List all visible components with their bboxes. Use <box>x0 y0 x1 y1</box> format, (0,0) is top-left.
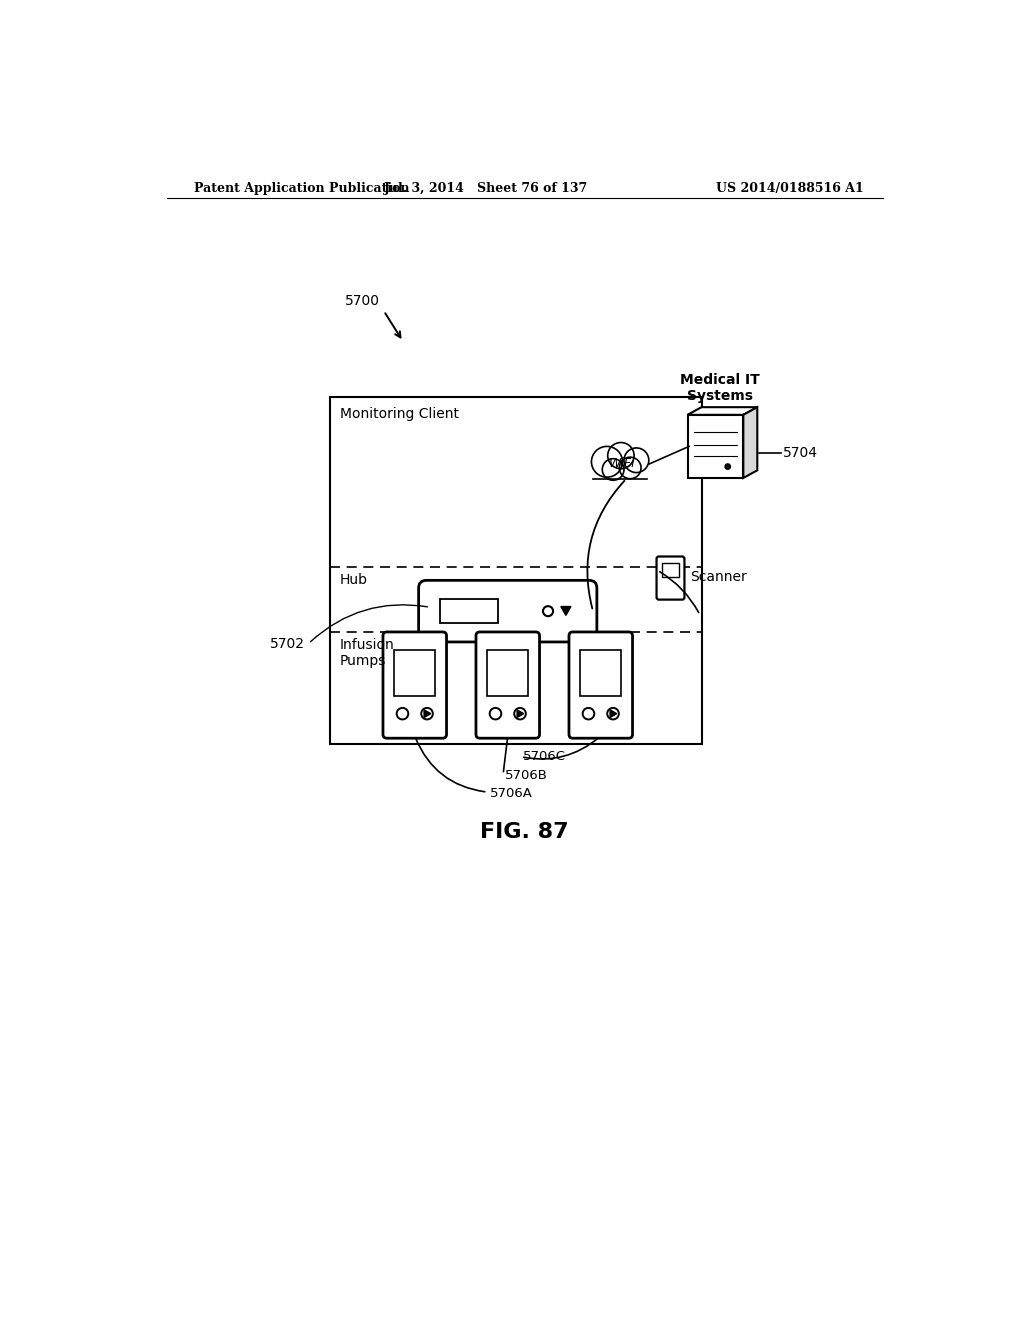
Text: 5706A: 5706A <box>489 787 532 800</box>
Text: WiFi: WiFi <box>609 457 636 470</box>
Polygon shape <box>687 407 758 414</box>
Text: Infusion
Pumps: Infusion Pumps <box>340 638 394 668</box>
Bar <box>593 465 652 479</box>
Circle shape <box>602 459 624 480</box>
Text: 5704: 5704 <box>783 446 818 459</box>
Circle shape <box>725 463 730 470</box>
Bar <box>687 414 743 478</box>
FancyBboxPatch shape <box>476 632 540 738</box>
Text: Medical IT
Systems: Medical IT Systems <box>680 374 760 404</box>
Text: 5706B: 5706B <box>506 768 548 781</box>
FancyBboxPatch shape <box>656 557 684 599</box>
Circle shape <box>592 446 623 478</box>
Text: Scanner: Scanner <box>690 569 746 583</box>
Text: 5700: 5700 <box>345 294 380 308</box>
Bar <box>581 649 622 696</box>
Circle shape <box>620 457 641 479</box>
Text: Monitoring Client: Monitoring Client <box>340 407 459 421</box>
FancyBboxPatch shape <box>383 632 446 738</box>
Text: Jul. 3, 2014   Sheet 76 of 137: Jul. 3, 2014 Sheet 76 of 137 <box>384 182 588 194</box>
Circle shape <box>607 442 634 469</box>
Text: US 2014/0188516 A1: US 2014/0188516 A1 <box>717 182 864 194</box>
Text: Hub: Hub <box>340 573 368 587</box>
Circle shape <box>624 447 649 473</box>
Polygon shape <box>424 710 431 718</box>
Polygon shape <box>561 607 571 615</box>
Text: FIG. 87: FIG. 87 <box>480 822 569 842</box>
Bar <box>394 649 435 696</box>
Text: Patent Application Publication: Patent Application Publication <box>194 182 410 194</box>
Polygon shape <box>610 710 616 718</box>
Text: 5706C: 5706C <box>523 750 566 763</box>
Bar <box>662 564 679 577</box>
Polygon shape <box>743 407 758 478</box>
FancyBboxPatch shape <box>419 581 597 642</box>
Text: 5702: 5702 <box>269 636 305 651</box>
Bar <box>330 397 701 743</box>
FancyBboxPatch shape <box>569 632 633 738</box>
Polygon shape <box>517 710 523 718</box>
Bar <box>440 599 499 623</box>
Bar <box>487 649 528 696</box>
